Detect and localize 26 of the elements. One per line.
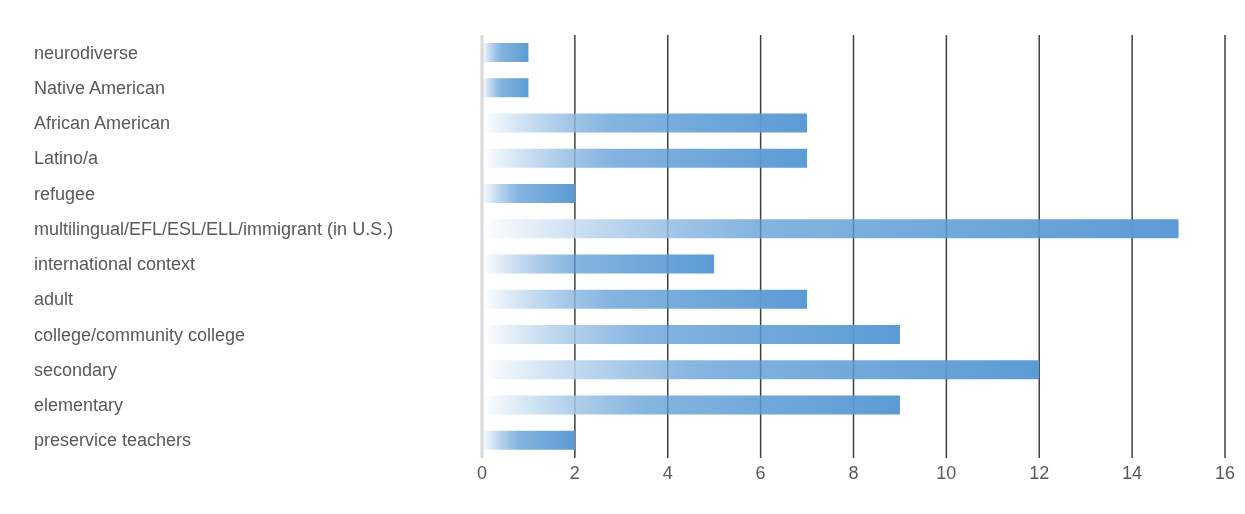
- y-tick-label: elementary: [34, 395, 124, 416]
- y-tick-label: refugee: [34, 183, 96, 204]
- x-tick-label: 6: [755, 462, 766, 483]
- x-tick-label: 2: [569, 462, 580, 483]
- bar: [482, 43, 529, 62]
- bar: [482, 184, 575, 203]
- bar: [482, 254, 715, 274]
- y-tick-label: secondary: [34, 359, 118, 380]
- y-tick-label: multilingual/EFL/ESL/ELL/immigrant (in U.S.): [34, 218, 394, 239]
- x-tick-label: 0: [476, 462, 488, 483]
- x-tick-label: 16: [1214, 462, 1236, 483]
- y-tick-label: Latino/a: [34, 148, 100, 169]
- bar: [482, 430, 575, 450]
- x-tick-label: 4: [662, 462, 673, 483]
- y-tick-label: neurodiverse: [34, 42, 139, 63]
- x-tick-label: 14: [1122, 462, 1143, 483]
- x-tick-label: 8: [848, 462, 859, 483]
- y-tick-label: preservice teachers: [34, 430, 192, 451]
- bar: [482, 78, 529, 98]
- y-tick-label: college/community college: [34, 324, 246, 345]
- y-tick-label: international context: [34, 254, 196, 275]
- x-tick-label: 12: [1029, 462, 1050, 483]
- y-tick-label: Native American: [34, 77, 166, 98]
- x-tick-label: 10: [936, 462, 957, 483]
- y-tick-label: adult: [34, 289, 74, 310]
- y-tick-label: African American: [34, 113, 171, 134]
